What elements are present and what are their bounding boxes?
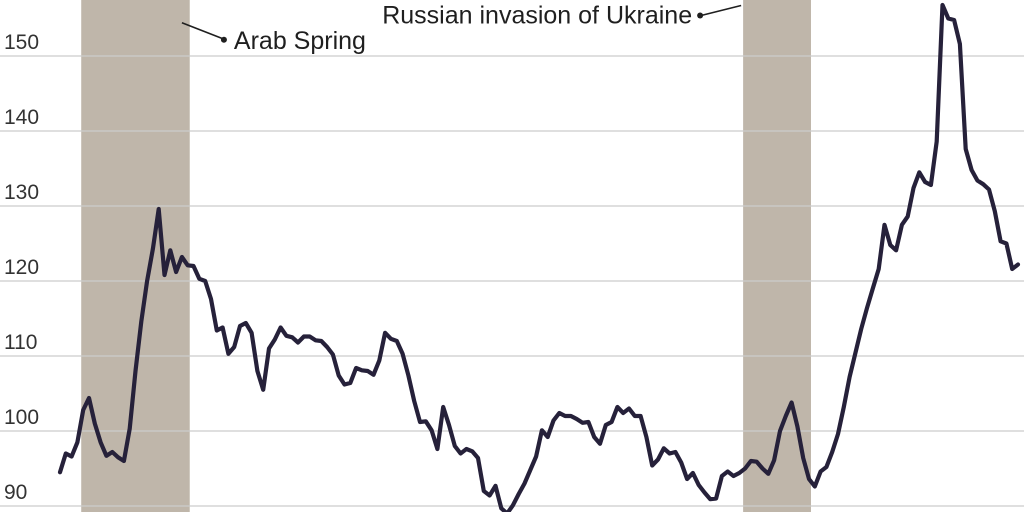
shaded-period-2	[743, 0, 811, 512]
annotation-leader-russian-invasion	[700, 4, 742, 17]
annotation-dot-russian-invasion	[697, 12, 704, 19]
y-tick-label-100: 100	[4, 406, 39, 429]
annotation-leader-arab-spring	[181, 22, 224, 40]
annotation-dot-arab-spring	[220, 36, 227, 43]
y-tick-label-140: 140	[4, 106, 39, 129]
y-axis-ticks: 90 100 110 120 130 140 150	[4, 31, 39, 504]
shaded-periods	[81, 0, 811, 512]
y-tick-label-90: 90	[4, 481, 27, 504]
annotation-label-arab-spring: Arab Spring	[234, 27, 366, 55]
y-tick-label-130: 130	[4, 181, 39, 204]
y-tick-label-110: 110	[4, 331, 37, 354]
annotations: Arab Spring Russian invasion of Ukraine	[181, 2, 742, 55]
y-tick-label-150: 150	[4, 31, 39, 54]
annotation-label-russian-invasion: Russian invasion of Ukraine	[382, 2, 692, 30]
y-tick-label-120: 120	[4, 256, 39, 279]
series-group	[57, 2, 1021, 512]
series-line	[57, 2, 1021, 512]
